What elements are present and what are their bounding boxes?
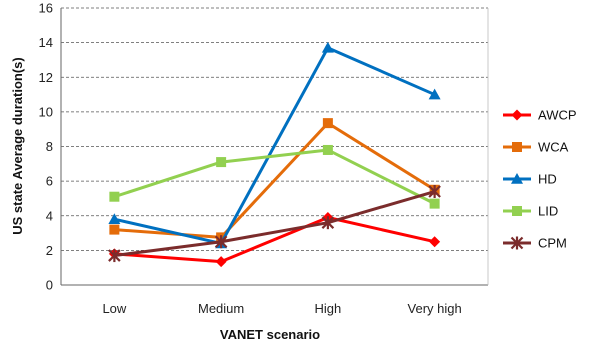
legend-item-lid: LID — [503, 204, 558, 219]
tick-labels: 0 2 4 6 8 10 12 14 16 Low Medium High Very high — [39, 1, 462, 317]
y-tick-label: 10 — [39, 104, 53, 119]
series-lines — [108, 41, 441, 268]
legend-item-wca: WCA — [503, 140, 569, 155]
legend-item-hd: HD — [503, 172, 557, 187]
series-line-awcp — [114, 215, 435, 264]
axes — [60, 8, 489, 286]
data-point-wca — [322, 118, 333, 129]
data-point-hd — [428, 88, 441, 100]
y-tick-label: 4 — [46, 208, 53, 223]
y-tick-label: 6 — [46, 174, 53, 189]
data-point-awcp — [215, 256, 227, 268]
data-point-cpm — [214, 235, 228, 249]
series-line-hd — [114, 46, 436, 245]
y-tick-label: 2 — [46, 243, 53, 258]
x-axis-title: VANET scenario — [220, 327, 320, 342]
y-tick-label: 12 — [39, 70, 53, 85]
legend-item-cpm: CPM — [503, 236, 567, 251]
data-point-lid — [216, 157, 227, 168]
y-tick-label: 0 — [46, 278, 53, 293]
data-point-cpm — [428, 185, 441, 199]
series-line-cpm — [114, 190, 436, 258]
x-tick-label: Very high — [408, 301, 462, 316]
legend-label-lid: LID — [538, 204, 558, 219]
series-line-wca — [114, 121, 436, 239]
legend-label-awcp: AWCP — [538, 108, 577, 123]
data-point-hd — [108, 213, 121, 225]
x-tick-label: Medium — [198, 301, 244, 316]
legend-marker-wca — [512, 142, 522, 152]
data-point-hd — [321, 41, 334, 53]
legend-label-wca: WCA — [538, 140, 569, 155]
legend: AWCP WCA HD LID CPM — [503, 108, 577, 251]
data-point-lid — [322, 144, 333, 155]
y-tick-label: 14 — [39, 35, 53, 50]
data-point-wca — [109, 224, 120, 235]
legend-label-hd: HD — [538, 172, 557, 187]
series-awcp — [108, 211, 441, 268]
x-tick-label: High — [315, 301, 342, 316]
legend-label-cpm: CPM — [538, 236, 567, 251]
data-point-cpm — [321, 216, 335, 230]
series-hd — [108, 41, 441, 249]
data-point-lid — [429, 198, 440, 209]
x-tick-label: Low — [102, 301, 126, 316]
data-point-awcp — [429, 236, 441, 248]
series-line-lid — [113, 148, 436, 205]
y-axis-title: US state Average duration(s) — [10, 57, 25, 234]
legend-item-awcp: AWCP — [503, 108, 577, 123]
legend-marker-awcp — [511, 109, 523, 121]
series-lid — [109, 144, 440, 209]
data-point-lid — [109, 191, 120, 202]
data-point-cpm — [108, 249, 121, 263]
legend-marker-cpm — [510, 236, 524, 250]
gridlines — [61, 7, 488, 251]
legend-marker-hd — [511, 173, 523, 184]
legend-marker-lid — [512, 206, 522, 216]
y-tick-label: 16 — [39, 1, 53, 16]
series-cpm — [108, 185, 441, 263]
y-tick-label: 8 — [46, 139, 53, 154]
